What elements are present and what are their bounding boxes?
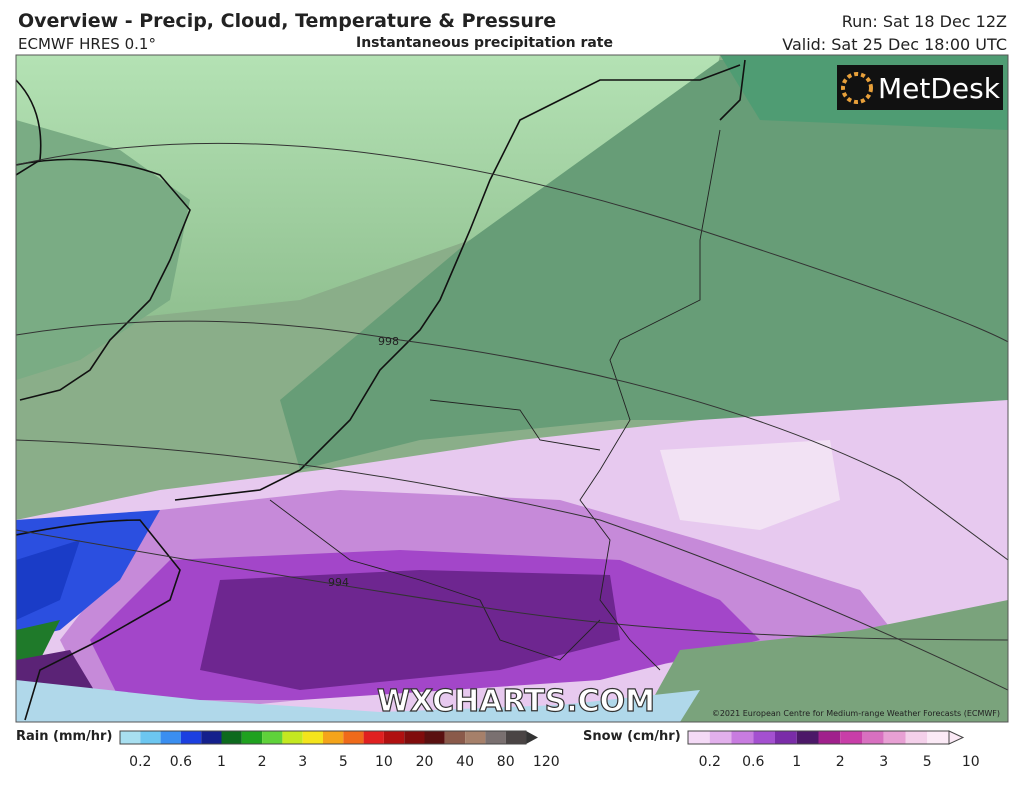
snow-swatch <box>927 731 949 744</box>
rain-swatch <box>262 731 283 744</box>
rain-swatch <box>140 731 161 744</box>
rain-swatch <box>505 731 526 744</box>
rain-tick-label: 1 <box>217 754 226 770</box>
copyright: ©2021 European Centre for Medium-range W… <box>712 709 1000 718</box>
snow-swatch <box>775 731 797 744</box>
rain-swatch <box>241 731 263 744</box>
rain-swatch <box>465 731 486 744</box>
rain-frame <box>119 730 527 745</box>
rain-swatch <box>383 731 405 744</box>
rain-swatch <box>485 731 506 744</box>
snow-arrow <box>948 730 965 745</box>
rain-swatch <box>323 731 344 744</box>
rain-tick-label: 10 <box>375 754 393 770</box>
snow-tick-label: 10 <box>962 754 980 770</box>
rain-swatch <box>404 731 425 744</box>
valid: Valid: Sat 25 Dec 18:00 UTC <box>782 35 1007 54</box>
isobar-label: 994 <box>328 576 349 589</box>
logo: MetDesk <box>878 72 1001 105</box>
watermark: WXCHARTS.COM <box>377 684 655 719</box>
rain-tick-label: 20 <box>416 754 434 770</box>
rain-swatch <box>302 731 323 744</box>
rain-swatch <box>201 731 222 744</box>
snow-tick-label: 1 <box>792 754 801 770</box>
snow-swatch <box>840 731 862 744</box>
snow-frame <box>687 730 950 745</box>
logo-box <box>837 65 1003 110</box>
rain-tick-label: 120 <box>533 754 560 770</box>
snow-tick-label: 5 <box>923 754 932 770</box>
snow-tick-label: 2 <box>836 754 845 770</box>
rain-swatch <box>282 731 303 744</box>
snow-legend-title: Snow (cm/hr) <box>583 729 681 744</box>
rain-tick-label: 5 <box>339 754 348 770</box>
rain-swatch <box>363 731 384 744</box>
rain-swatch <box>120 731 141 744</box>
snow-swatch <box>818 731 841 744</box>
rain-tick-label: 0.6 <box>170 754 192 770</box>
rain-legend-title: Rain (mm/hr) <box>16 729 112 744</box>
snow-swatch <box>688 731 710 744</box>
snow-swatch <box>883 731 906 744</box>
rain-arrow <box>526 731 538 744</box>
rain-swatch <box>444 731 466 744</box>
rain-tick-label: 3 <box>298 754 307 770</box>
rain-tick-label: 80 <box>497 754 515 770</box>
rain-tick-label: 0.2 <box>129 754 151 770</box>
snow-swatch <box>753 731 775 744</box>
snow-tick-label: 3 <box>879 754 888 770</box>
snow-swatch <box>905 731 928 744</box>
run: Run: Sat 18 Dec 12Z <box>841 12 1007 31</box>
model: ECMWF HRES 0.1° <box>18 35 156 53</box>
snow-swatch <box>709 731 732 744</box>
field: Instantaneous precipitation rate <box>356 35 613 51</box>
rain-tick-label: 40 <box>456 754 474 770</box>
snow-tick-label: 0.6 <box>742 754 764 770</box>
snow-swatch <box>796 731 819 744</box>
isobar-label: 998 <box>378 335 399 348</box>
snow-swatch <box>731 731 754 744</box>
rain-swatch <box>343 731 364 744</box>
rain-swatch <box>180 731 202 744</box>
rain-tick-label: 2 <box>258 754 267 770</box>
rain-swatch <box>424 731 445 744</box>
title: Overview - Precip, Cloud, Temperature & … <box>18 10 557 32</box>
rain-swatch <box>160 731 181 744</box>
snow-swatch <box>862 731 884 744</box>
snow-tick-label: 0.2 <box>699 754 721 770</box>
rain-swatch <box>221 731 242 744</box>
